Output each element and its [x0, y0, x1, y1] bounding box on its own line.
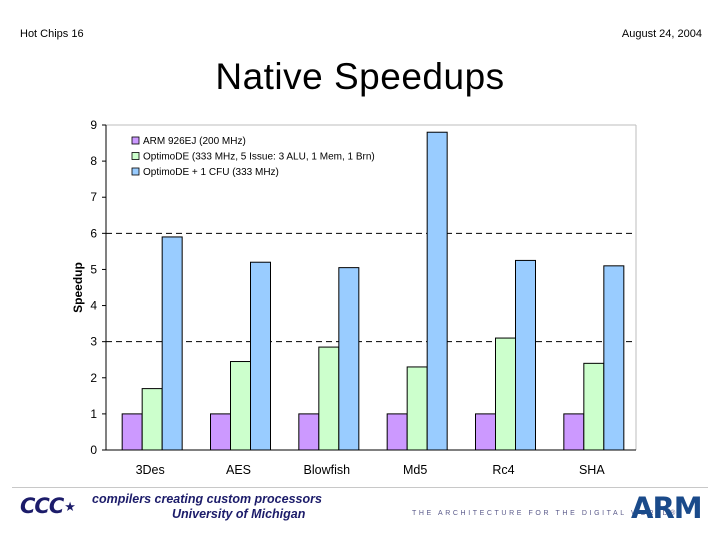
chart-legend: ARM 926EJ (200 MHz) OptimoDE (333 MHz, 5 …: [131, 136, 375, 178]
header-left-text: Hot Chips 16: [20, 28, 84, 40]
legend-label: ARM 926EJ (200 MHz): [143, 136, 246, 147]
ccc-logo: CCC★: [20, 494, 76, 518]
x-tick-label: SHA: [579, 463, 605, 477]
legend-swatch: [131, 152, 140, 160]
bar-3des-series-3: [161, 236, 183, 451]
bar-3des-series-2: [141, 388, 163, 451]
bar-rc4-series-2: [495, 337, 516, 451]
ccc-logo-text: CCC: [20, 494, 64, 518]
x-tick-label: 3Des: [136, 463, 165, 477]
footer-divider: [12, 487, 708, 488]
bar-sha-series-3: [603, 265, 625, 451]
y-tick-label: 7: [90, 190, 97, 204]
registered-mark: ®: [670, 510, 678, 517]
chart-labels: 0 1 2 3 4 5 6 7 8 9 Speedup 3Des AES Blowfish Md5 Rc4 SH…: [71, 118, 605, 477]
bar-sha-series-2: [583, 362, 605, 451]
star-icon: ★: [64, 499, 76, 515]
bar-rc4-series-3: [515, 259, 536, 451]
footer-tagline: compilers creating custom processors: [92, 492, 322, 506]
legend-swatch: [131, 167, 140, 176]
chart-axes: [102, 124, 637, 451]
y-tick-label: 0: [90, 443, 97, 457]
x-tick-label: Md5: [403, 463, 427, 477]
y-tick-label: 9: [90, 118, 97, 132]
y-tick-label: 2: [90, 371, 97, 385]
legend-label: OptimoDE + 1 CFU (333 MHz): [143, 167, 279, 178]
bar-blowfish-series-2: [318, 346, 340, 451]
y-tick-label: 8: [90, 154, 97, 168]
y-tick-label: 6: [90, 226, 97, 240]
x-tick-label: Rc4: [492, 463, 514, 477]
bar-md5-series-2: [406, 366, 428, 451]
speedup-bar-chart: 0 1 2 3 4 5 6 7 8 9 Speedup 3Des AES Blowfish Md5 Rc4 SH…: [71, 118, 637, 477]
chart-reference-lines: [106, 232, 636, 343]
bar-blowfish-series-3: [338, 267, 360, 451]
y-tick-label: 1: [90, 407, 97, 421]
bar-md5-series-3: [426, 131, 448, 451]
bar-aes-series-2: [230, 361, 251, 451]
bar-blowfish-series-1: [298, 413, 320, 451]
header-date: August 24, 2004: [621, 28, 702, 40]
arm-tagline-text: THE ARCHITECTURE FOR THE DIGITAL WORLD: [412, 510, 671, 517]
y-tick-label: 3: [90, 335, 97, 349]
bar-md5-series-1: [386, 413, 408, 451]
y-axis-title: Speedup: [71, 262, 85, 313]
bar-aes-series-1: [210, 413, 231, 451]
bar-sha-series-1: [563, 413, 585, 451]
arm-tagline: THE ARCHITECTURE FOR THE DIGITAL WORLD®: [412, 510, 678, 517]
x-tick-label: Blowfish: [304, 463, 351, 477]
x-tick-label: AES: [226, 463, 251, 477]
legend-label: OptimoDE (333 MHz, 5 Issue: 3 ALU, 1 Mem…: [143, 152, 375, 163]
bar-rc4-series-1: [475, 413, 496, 451]
legend-swatch: [131, 136, 140, 145]
slide-title: Native Speedups: [215, 56, 505, 97]
bar-3des-series-1: [121, 413, 143, 451]
y-tick-label: 5: [90, 262, 97, 276]
arm-logo: ARM: [631, 491, 703, 525]
y-tick-label: 4: [90, 299, 97, 313]
footer-university: University of Michigan: [172, 507, 306, 521]
bar-aes-series-3: [250, 261, 271, 451]
chart-bars: [121, 131, 625, 451]
